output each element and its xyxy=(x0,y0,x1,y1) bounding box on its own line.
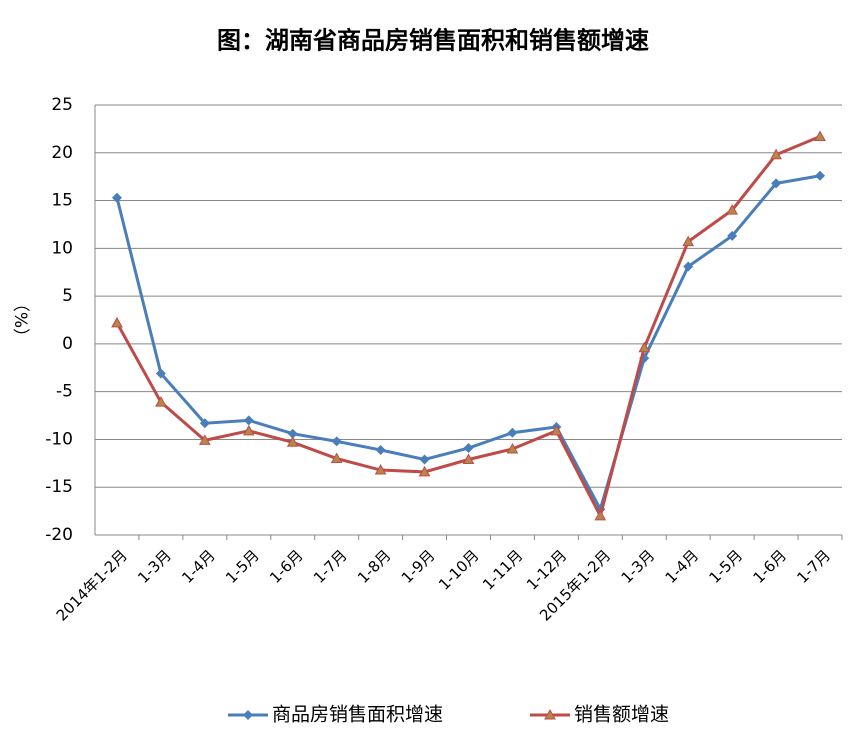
x-tick-label: 1-3月 xyxy=(618,546,659,587)
y-tick-label: -15 xyxy=(45,477,73,497)
point xyxy=(111,192,122,203)
point xyxy=(155,368,166,379)
y-tick-label: 20 xyxy=(51,143,73,163)
point xyxy=(111,316,123,328)
legend-label: 商品房销售面积增速 xyxy=(272,704,443,726)
x-tick-label: 1-3月 xyxy=(134,546,175,587)
x-tick-label: 1-7月 xyxy=(310,546,351,587)
x-tick-label: 1-6月 xyxy=(749,546,790,587)
point xyxy=(331,436,342,447)
x-tick-label: 1-11月 xyxy=(479,546,526,593)
x-tick-label: 1-4月 xyxy=(662,546,703,587)
y-tick-label: 5 xyxy=(62,286,73,306)
x-tick-label: 1-8月 xyxy=(354,546,395,587)
x-tick-label: 2014年1-2月 xyxy=(53,546,131,624)
x-tick-label: 1-5月 xyxy=(705,546,746,587)
point xyxy=(199,418,210,429)
point xyxy=(726,204,738,215)
point xyxy=(683,261,694,272)
chart-title: 图：湖南省商品房销售面积和销售额增速 xyxy=(217,26,649,55)
y-tick-label: -5 xyxy=(56,382,73,402)
point xyxy=(462,453,475,465)
point xyxy=(771,178,782,189)
point xyxy=(507,427,518,438)
point xyxy=(638,341,651,353)
point xyxy=(814,130,826,142)
x-tick-label: 1-7月 xyxy=(793,546,834,587)
point xyxy=(374,463,387,475)
x-tick-label: 1-4月 xyxy=(178,546,219,587)
point xyxy=(727,230,738,241)
y-tick-label: 10 xyxy=(51,238,73,258)
y-axis-label: （%） xyxy=(10,295,30,345)
point xyxy=(418,465,431,477)
point xyxy=(463,443,474,454)
point xyxy=(419,454,430,465)
point xyxy=(287,428,298,439)
x-tick-label: 1-9月 xyxy=(398,546,439,587)
legend-marker xyxy=(243,710,253,720)
point xyxy=(199,434,211,445)
y-tick-label: 25 xyxy=(51,95,73,115)
point xyxy=(594,509,607,521)
x-tick-label: 1-6月 xyxy=(266,546,307,587)
point xyxy=(375,444,386,455)
legend-label: 销售额增速 xyxy=(574,704,669,726)
point xyxy=(550,424,563,436)
point xyxy=(506,442,519,454)
point xyxy=(330,452,343,464)
y-tick-label: -20 xyxy=(45,525,73,545)
point xyxy=(770,148,782,160)
y-tick-label: 0 xyxy=(62,334,73,354)
x-tick-label: 1-5月 xyxy=(222,546,263,587)
point xyxy=(682,235,695,247)
x-tick-label: 1-10月 xyxy=(435,546,482,593)
point xyxy=(243,415,254,426)
point xyxy=(242,424,255,436)
legend-marker xyxy=(544,708,556,720)
point xyxy=(286,436,299,447)
point xyxy=(155,396,167,407)
y-tick-label: 15 xyxy=(51,191,73,211)
point xyxy=(815,170,826,181)
y-tick-label: -10 xyxy=(45,429,73,449)
